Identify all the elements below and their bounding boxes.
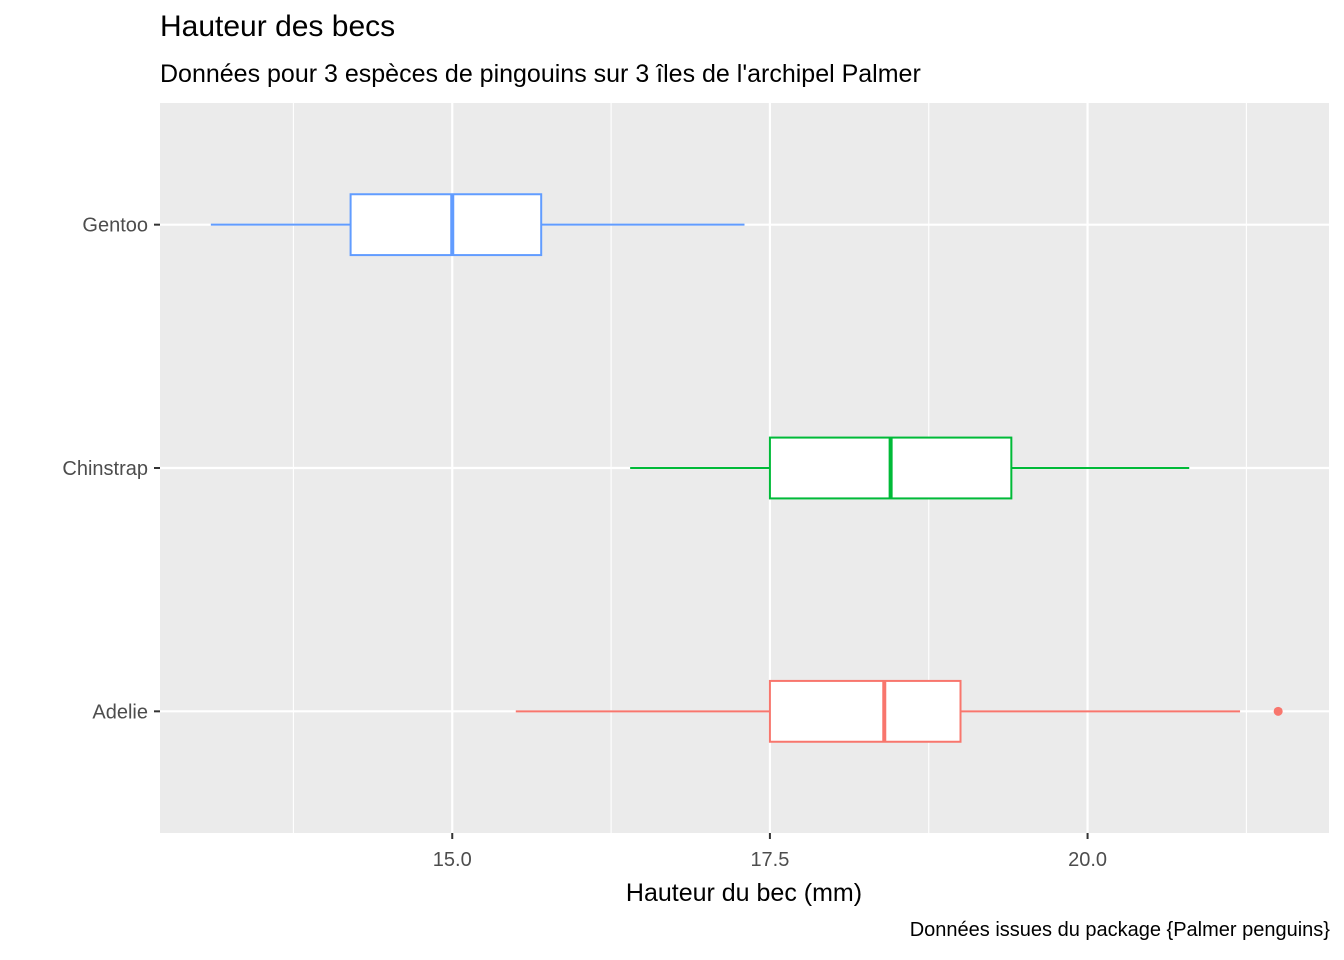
y-tick-label: Gentoo bbox=[82, 215, 148, 237]
x-tick-label: 15.0 bbox=[433, 849, 472, 871]
boxes-layer bbox=[210, 193, 1283, 743]
x-tick-label: 20.0 bbox=[1068, 849, 1107, 871]
x-axis: 15.0 17.5 20.0 bbox=[433, 833, 1107, 871]
box-iqr bbox=[768, 679, 962, 743]
chart-caption: Données issues du package {Palmer pengui… bbox=[909, 919, 1330, 941]
x-axis-title: Hauteur du bec (mm) bbox=[626, 879, 862, 907]
box-iqr bbox=[349, 193, 543, 257]
chart-subtitle: Données pour 3 espèces de pingouins sur … bbox=[160, 60, 921, 88]
y-axis: Adelie Chinstrap Gentoo bbox=[62, 215, 160, 723]
x-tick-label: 17.5 bbox=[750, 849, 789, 871]
outlier-point bbox=[1273, 706, 1283, 716]
chart-title: Hauteur des becs bbox=[160, 10, 396, 43]
y-tick-label: Chinstrap bbox=[62, 458, 148, 480]
y-tick-label: Adelie bbox=[92, 701, 148, 723]
